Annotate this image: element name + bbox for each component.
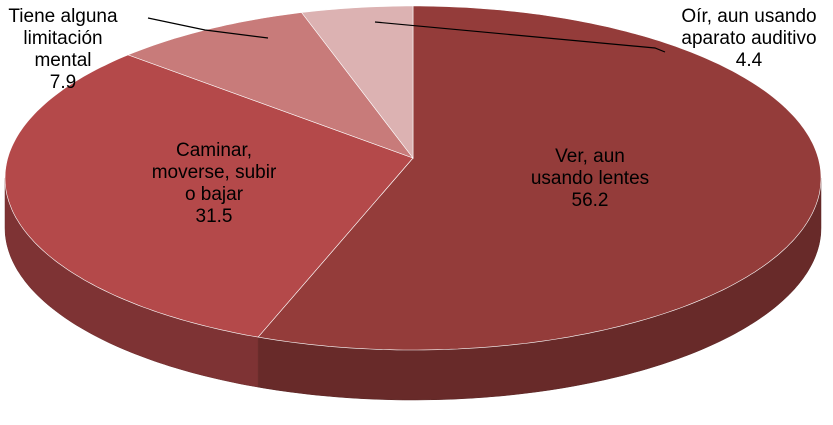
category-label: Caminar, moverse, subir o bajar — [151, 140, 277, 205]
value-label: 7.9 — [49, 72, 77, 93]
data-label: Ver, aun usando lentes 56.2 — [522, 146, 658, 212]
value-label: 4.4 — [735, 50, 763, 71]
slice — [4, 54, 414, 338]
category-label: Ver, aun usando lentes — [530, 146, 650, 189]
data-label: Oír, aun usando aparato auditivo 4.4 — [680, 6, 818, 72]
value-label: 31.5 — [195, 206, 233, 227]
slice — [127, 12, 414, 159]
slice — [257, 5, 822, 351]
data-label: Tiene alguna limitación mental 7.9 — [0, 6, 126, 94]
leader-line — [374, 21, 666, 53]
leader-line — [147, 17, 269, 39]
category-label: Tiene alguna limitación mental — [8, 6, 118, 71]
category-label: Oír, aun usando aparato auditivo — [681, 6, 817, 49]
slice — [301, 5, 414, 159]
value-label: 56.2 — [571, 190, 609, 211]
data-label: Caminar, moverse, subir o bajar 31.5 — [146, 140, 282, 228]
